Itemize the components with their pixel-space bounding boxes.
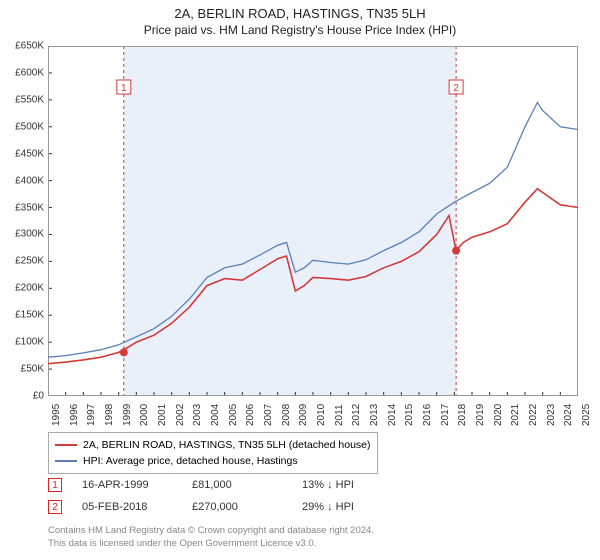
sale-marker-icon: 2: [48, 500, 62, 514]
legend-line-icon: [55, 444, 77, 446]
y-tick-label: £150K: [0, 310, 44, 321]
x-tick-label: 2000: [139, 404, 150, 426]
svg-text:2: 2: [453, 83, 459, 94]
y-tick-label: £50K: [0, 364, 44, 375]
x-tick-label: 1996: [69, 404, 80, 426]
y-tick-label: £550K: [0, 94, 44, 105]
x-tick-label: 1998: [104, 404, 115, 426]
y-tick-label: £250K: [0, 256, 44, 267]
chart-svg: 12: [48, 46, 578, 396]
x-tick-label: 2012: [351, 404, 362, 426]
y-tick-label: £350K: [0, 202, 44, 213]
footer-line-2: This data is licensed under the Open Gov…: [48, 537, 374, 550]
x-tick-label: 2016: [422, 404, 433, 426]
legend-label-1: 2A, BERLIN ROAD, HASTINGS, TN35 5LH (det…: [83, 437, 371, 453]
svg-text:1: 1: [121, 83, 127, 94]
legend-row-2: HPI: Average price, detached house, Hast…: [55, 453, 371, 469]
x-tick-label: 2001: [157, 404, 168, 426]
sale-price: £81,000: [192, 474, 282, 496]
y-tick-label: £450K: [0, 148, 44, 159]
legend-box: 2A, BERLIN ROAD, HASTINGS, TN35 5LH (det…: [48, 432, 378, 474]
legend-label-2: HPI: Average price, detached house, Hast…: [83, 453, 298, 469]
x-tick-label: 2018: [457, 404, 468, 426]
x-tick-label: 2019: [475, 404, 486, 426]
y-tick-label: £600K: [0, 67, 44, 78]
x-tick-label: 2023: [546, 404, 557, 426]
y-tick-label: £0: [0, 391, 44, 402]
sale-delta: 13% ↓ HPI: [302, 474, 392, 496]
sale-price: £270,000: [192, 496, 282, 518]
x-tick-label: 2003: [192, 404, 203, 426]
footer-attribution: Contains HM Land Registry data © Crown c…: [48, 524, 374, 550]
x-tick-label: 2011: [334, 404, 345, 426]
sale-date: 05-FEB-2018: [82, 496, 172, 518]
x-tick-label: 2015: [404, 404, 415, 426]
x-tick-label: 2008: [281, 404, 292, 426]
sale-row: 2 05-FEB-2018 £270,000 29% ↓ HPI: [48, 496, 392, 518]
chart-container: 2A, BERLIN ROAD, HASTINGS, TN35 5LH Pric…: [0, 0, 600, 560]
x-tick-label: 2020: [493, 404, 504, 426]
sale-delta: 29% ↓ HPI: [302, 496, 392, 518]
sale-date: 16-APR-1999: [82, 474, 172, 496]
x-tick-label: 2025: [581, 404, 592, 426]
x-tick-label: 2007: [263, 404, 274, 426]
sale-rows: 1 16-APR-1999 £81,000 13% ↓ HPI 2 05-FEB…: [48, 474, 392, 518]
x-tick-label: 2014: [387, 404, 398, 426]
y-tick-label: £300K: [0, 229, 44, 240]
y-tick-label: £400K: [0, 175, 44, 186]
sale-row: 1 16-APR-1999 £81,000 13% ↓ HPI: [48, 474, 392, 496]
sale-marker-icon: 1: [48, 478, 62, 492]
x-tick-label: 2024: [563, 404, 574, 426]
footer-line-1: Contains HM Land Registry data © Crown c…: [48, 524, 374, 537]
x-tick-label: 2002: [175, 404, 186, 426]
x-tick-label: 1999: [122, 404, 133, 426]
chart-plot-area: 12: [48, 46, 578, 396]
x-tick-label: 2004: [210, 404, 221, 426]
x-tick-label: 2021: [510, 404, 521, 426]
chart-subtitle: Price paid vs. HM Land Registry's House …: [0, 21, 600, 41]
x-tick-label: 2017: [440, 404, 451, 426]
x-tick-label: 1995: [51, 404, 62, 426]
x-tick-label: 2010: [316, 404, 327, 426]
x-tick-label: 2013: [369, 404, 380, 426]
y-tick-label: £500K: [0, 121, 44, 132]
x-tick-label: 1997: [86, 404, 97, 426]
x-tick-label: 2005: [228, 404, 239, 426]
legend-row-1: 2A, BERLIN ROAD, HASTINGS, TN35 5LH (det…: [55, 437, 371, 453]
y-tick-label: £200K: [0, 283, 44, 294]
x-tick-label: 2009: [298, 404, 309, 426]
legend-line-icon: [55, 460, 77, 462]
x-tick-label: 2022: [528, 404, 539, 426]
y-tick-label: £100K: [0, 337, 44, 348]
chart-title: 2A, BERLIN ROAD, HASTINGS, TN35 5LH: [0, 0, 600, 21]
y-tick-label: £650K: [0, 41, 44, 52]
x-tick-label: 2006: [245, 404, 256, 426]
